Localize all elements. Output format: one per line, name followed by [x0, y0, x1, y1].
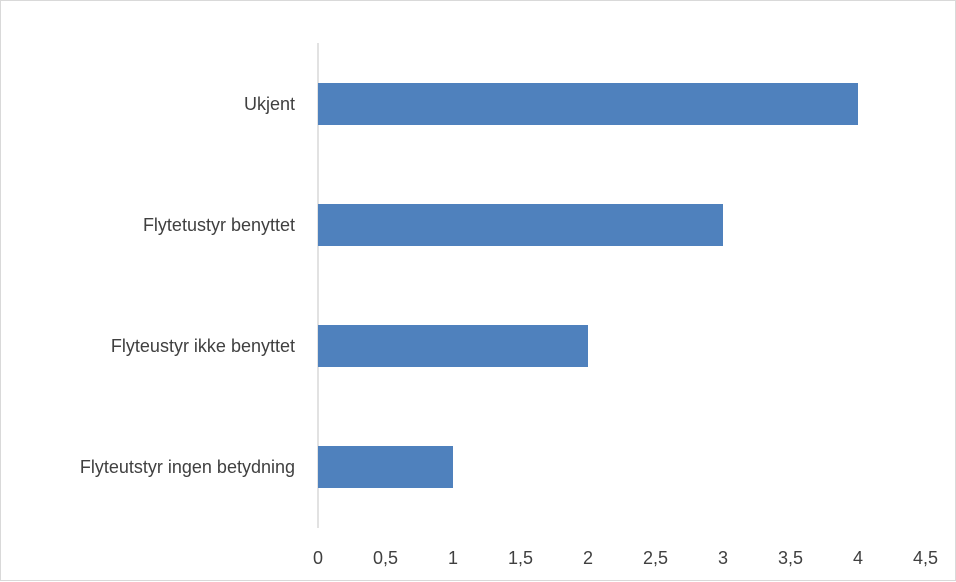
x-tick-labels: 0 0,5 1 1,5 2 2,5 3 3,5 4 4,5	[313, 548, 938, 568]
x-tick-label-8: 4	[853, 548, 863, 568]
category-label-4: Flyteutstyr ingen betydning	[80, 457, 295, 477]
bars-layer	[318, 83, 858, 488]
category-label-1: Ukjent	[244, 94, 295, 114]
x-tick-label-7: 3,5	[778, 548, 803, 568]
category-label-2: Flytetustyr benyttet	[143, 215, 295, 235]
bar-4	[318, 446, 453, 488]
category-labels: Ukjent Flytetustyr benyttet Flyteustyr ikk…	[80, 94, 295, 477]
bar-2	[318, 204, 723, 246]
x-tick-label-3: 1,5	[508, 548, 533, 568]
bar-3	[318, 325, 588, 367]
x-tick-label-9: 4,5	[913, 548, 938, 568]
x-tick-label-5: 2,5	[643, 548, 668, 568]
x-tick-label-2: 1	[448, 548, 458, 568]
category-label-3: Flyteustyr ikke benyttet	[111, 336, 295, 356]
x-tick-label-6: 3	[718, 548, 728, 568]
x-tick-label-0: 0	[313, 548, 323, 568]
x-tick-label-4: 2	[583, 548, 593, 568]
x-tick-label-1: 0,5	[373, 548, 398, 568]
bar-1	[318, 83, 858, 125]
